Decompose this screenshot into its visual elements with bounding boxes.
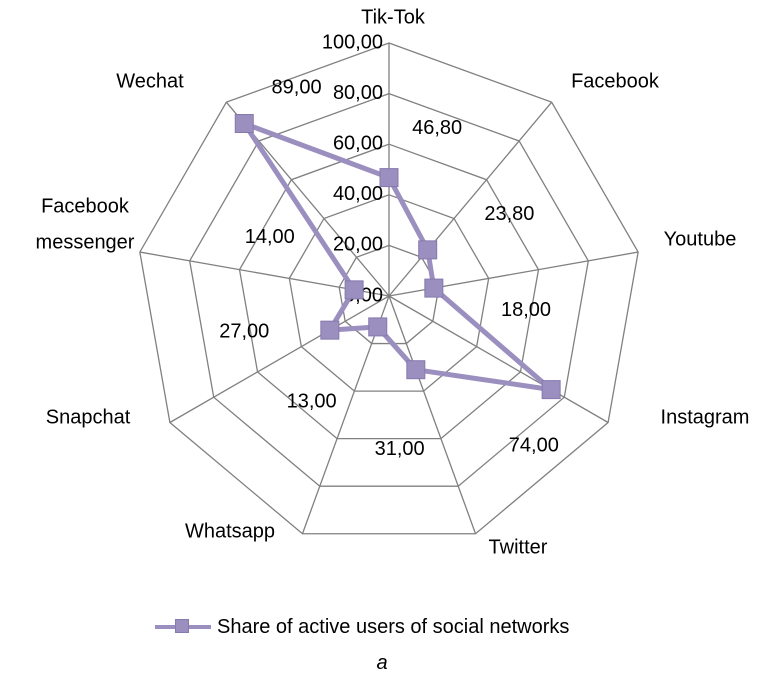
- data-point-marker: [344, 280, 364, 300]
- data-value-label: 31,00: [375, 438, 425, 460]
- radial-tick-label: 100,00: [322, 31, 383, 53]
- radial-tick-label: 40,00: [333, 183, 383, 205]
- grid-ring: [139, 42, 639, 535]
- legend-label: Share of active users of social networks: [217, 615, 570, 638]
- data-point-marker: [320, 320, 340, 340]
- grid-ring: [288, 194, 490, 392]
- grid-spoke: [169, 295, 390, 424]
- data-point-marker: [418, 240, 438, 260]
- radial-tick-label: 80,00: [333, 82, 383, 104]
- category-label: Twitter: [489, 536, 548, 558]
- data-value-label: 14,00: [245, 226, 295, 248]
- data-value-label: 89,00: [272, 76, 322, 98]
- category-label: Facebook: [41, 195, 130, 217]
- category-label: Whatsapp: [185, 520, 275, 542]
- figure-caption: a: [376, 652, 388, 674]
- grid-spoke: [388, 101, 553, 297]
- data-point-marker: [541, 380, 561, 400]
- data-value-label: 23,80: [484, 203, 534, 225]
- data-value-label: 27,00: [219, 320, 269, 342]
- series-line: [241, 121, 554, 393]
- category-label: Tik-Tok: [361, 6, 426, 28]
- data-value-label: 13,00: [287, 391, 337, 413]
- data-point-marker: [234, 114, 254, 134]
- radial-tick-label: 20,00: [333, 234, 383, 256]
- category-label: messenger: [36, 231, 135, 253]
- legend: Share of active users of social networks: [155, 612, 569, 642]
- data-value-label: 18,00: [501, 299, 551, 321]
- category-label: Instagram: [661, 406, 750, 428]
- data-point-marker: [379, 168, 399, 188]
- data-value-label: 46,80: [412, 117, 462, 139]
- category-label: Youtube: [664, 228, 737, 250]
- category-label: Facebook: [571, 70, 660, 92]
- grid-spoke: [388, 295, 477, 534]
- data-value-label: 74,00: [509, 434, 559, 456]
- radar-chart: 0,0020,0040,0060,0080,00100,0046,8023,80…: [36, 6, 750, 558]
- data-point-marker: [368, 317, 388, 337]
- category-label: Wechat: [116, 70, 184, 92]
- category-label: Snapchat: [46, 406, 131, 428]
- grid-ring: [238, 143, 540, 440]
- radial-tick-label: 60,00: [333, 132, 383, 154]
- data-point-marker: [424, 278, 444, 298]
- grid-ring: [188, 92, 590, 487]
- legend-swatch: [155, 615, 211, 639]
- data-point-marker: [406, 360, 426, 380]
- grid-spoke: [388, 295, 609, 424]
